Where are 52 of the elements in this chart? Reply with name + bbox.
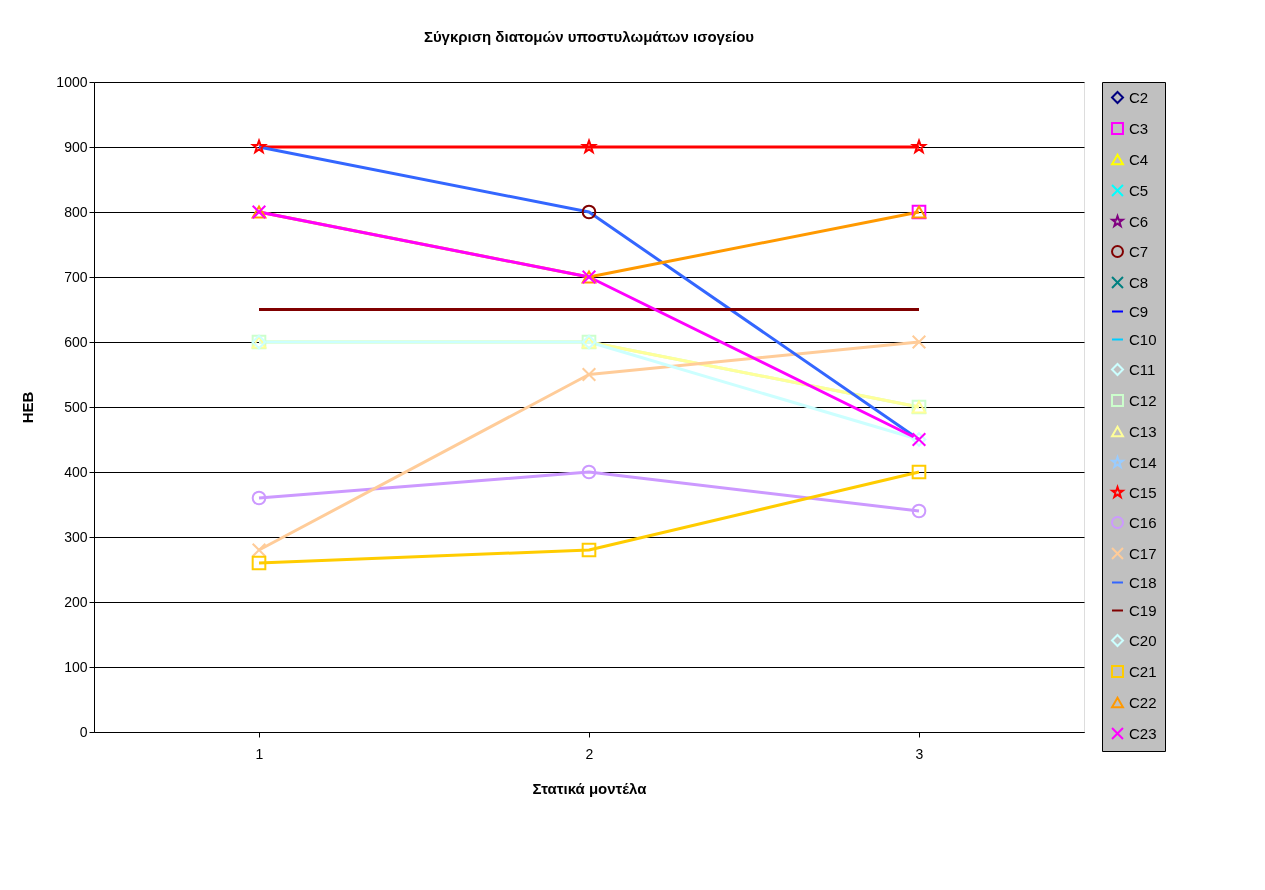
legend-label: C2 <box>1129 88 1149 106</box>
legend-label: C9 <box>1129 302 1149 320</box>
legend-label: C21 <box>1129 662 1157 680</box>
point <box>581 367 597 382</box>
legend-label: C14 <box>1129 453 1157 471</box>
point <box>581 542 597 558</box>
legend-label: C7 <box>1129 242 1149 260</box>
x-tick-label: 3 <box>915 745 924 762</box>
point <box>251 490 267 506</box>
y-tick-label: 1000 <box>56 73 88 90</box>
legend-label: C18 <box>1129 573 1157 591</box>
legend-label: C17 <box>1129 544 1157 562</box>
legend-label: C4 <box>1129 150 1149 168</box>
legend-label: C12 <box>1129 391 1157 409</box>
point <box>911 139 927 154</box>
y-tick-label: 500 <box>64 398 88 415</box>
legend-label: C11 <box>1129 360 1156 378</box>
legend-label: C15 <box>1129 483 1157 501</box>
x-tick-label: 2 <box>585 745 594 762</box>
y-tick-label: 700 <box>64 268 88 285</box>
point <box>251 542 267 558</box>
point <box>581 204 597 220</box>
point <box>251 139 267 154</box>
legend-label: C8 <box>1129 273 1149 291</box>
legend-label: C16 <box>1129 513 1157 531</box>
y-tick-label: 400 <box>64 463 88 480</box>
point <box>251 555 267 571</box>
point <box>911 503 927 519</box>
legend-label: C20 <box>1129 631 1157 649</box>
y-tick-label: 100 <box>64 658 88 675</box>
y-tick-label: 200 <box>64 593 88 610</box>
x-axis-title: Στατικά μοντέλα <box>532 779 648 797</box>
legend-label: C22 <box>1129 693 1157 711</box>
y-axis-title: ΗΕΒ <box>19 391 37 424</box>
legend-label: C3 <box>1129 119 1149 137</box>
point <box>581 139 597 154</box>
legend-label: C6 <box>1129 212 1149 230</box>
legend-label: C5 <box>1129 181 1149 199</box>
legend-label: C13 <box>1129 422 1157 440</box>
y-tick-label: 300 <box>64 528 88 545</box>
point <box>911 334 927 350</box>
y-tick-label: 800 <box>64 203 88 220</box>
legend-label: C19 <box>1129 601 1157 619</box>
point <box>911 464 927 480</box>
chart-title: Σύγκριση διατομών υποστυλωμάτων ισογείου <box>423 28 755 45</box>
point <box>581 464 597 480</box>
legend-label: C10 <box>1129 330 1157 348</box>
legend-label: C23 <box>1129 724 1157 742</box>
y-tick-label: 900 <box>64 138 88 155</box>
y-tick-label: 600 <box>64 333 88 350</box>
y-tick-label: 0 <box>79 723 88 740</box>
x-tick-label: 1 <box>255 745 264 762</box>
